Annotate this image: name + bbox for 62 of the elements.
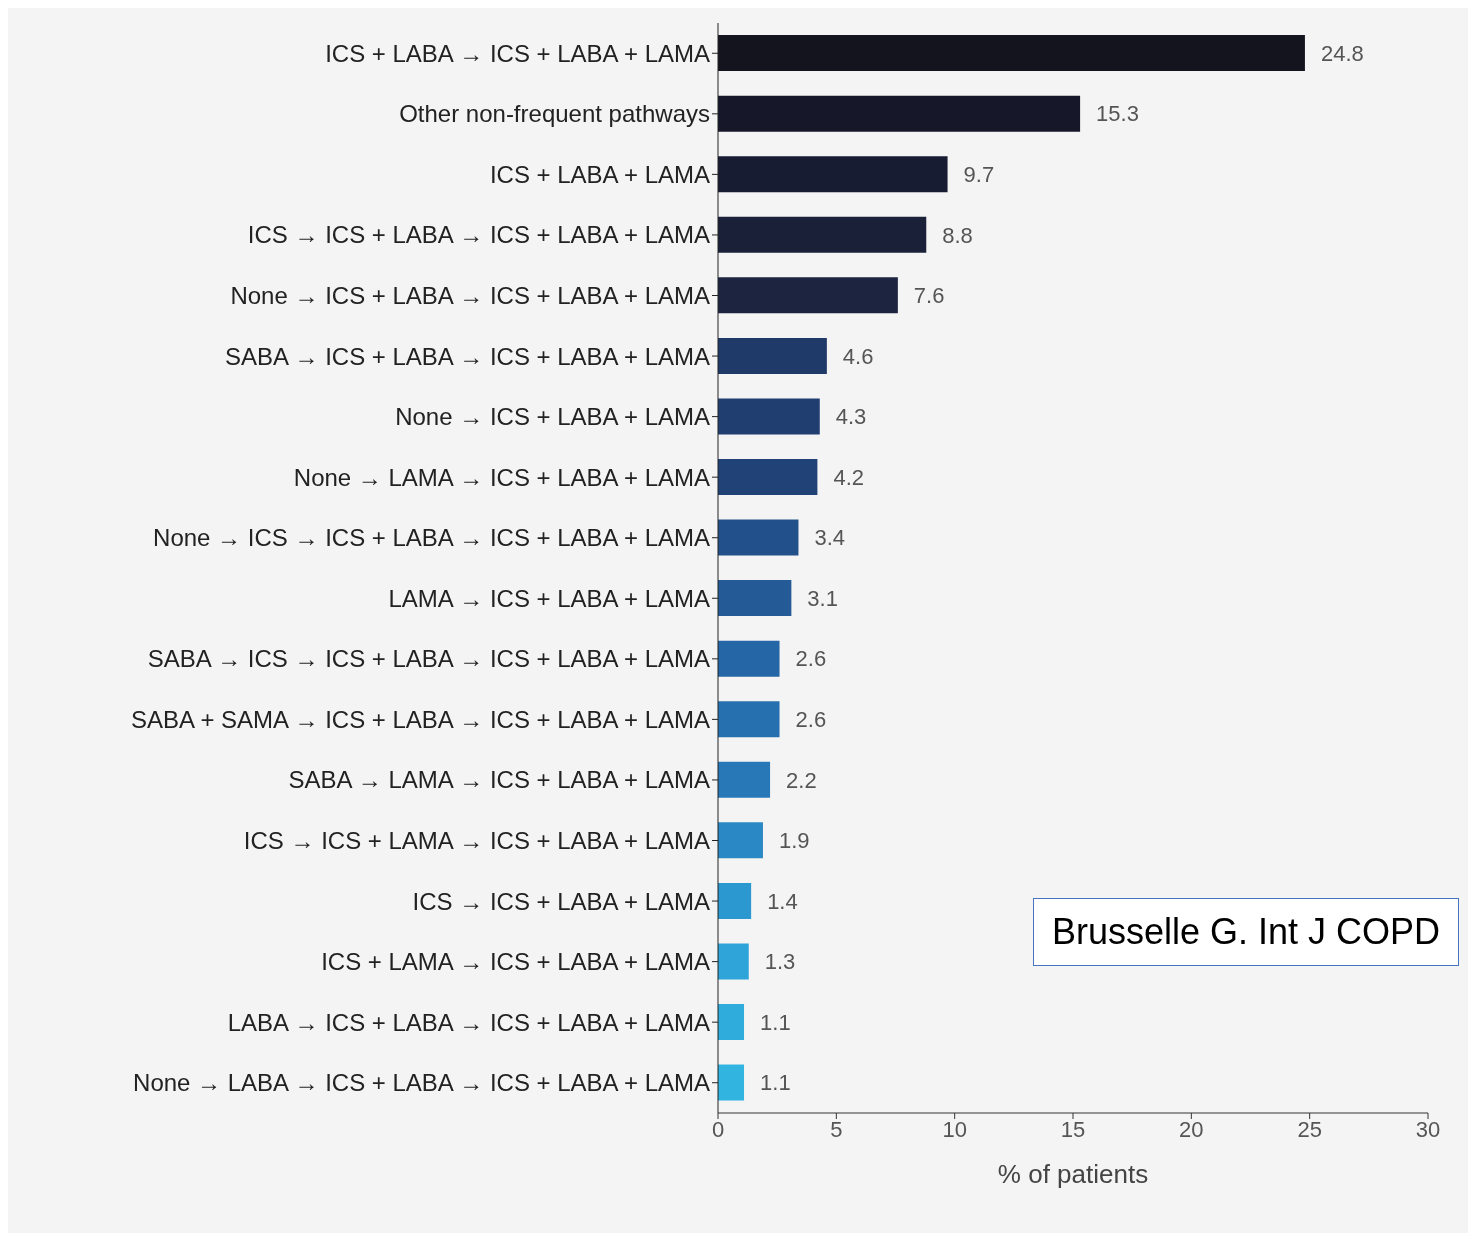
x-tick-label: 5 <box>830 1116 843 1142</box>
bar <box>718 1064 745 1101</box>
bar <box>718 398 820 435</box>
data-label: 2.6 <box>795 707 827 733</box>
data-label: 3.4 <box>814 525 846 551</box>
data-label: 4.3 <box>835 404 867 430</box>
y-tick-label: SABA + SAMA → ICS + LABA → ICS + LABA + LAMA <box>131 705 710 733</box>
annotation: Brusselle G. Int J COPD <box>1033 898 1460 966</box>
y-tick-label: None → ICS + LABA + LAMA <box>395 403 710 431</box>
y-tick-label: SABA → ICS + LABA → ICS + LABA + LAMA <box>225 342 710 370</box>
bar <box>718 761 771 798</box>
x-tick-label: 0 <box>711 1116 725 1142</box>
x-tick-label: 10 <box>942 1116 967 1142</box>
y-tick-label: Other non-frequent pathways <box>399 100 710 128</box>
y-tick-label: ICS → ICS + LABA + LAMA <box>412 887 710 915</box>
data-label: 3.1 <box>807 585 838 611</box>
y-tick-label: ICS + LABA + LAMA <box>489 160 710 188</box>
y-tick-label: ICS + LAMA → ICS + LABA + LAMA <box>321 948 710 976</box>
data-label: 1.3 <box>764 949 796 975</box>
bar <box>718 337 827 374</box>
bar <box>718 943 749 980</box>
bar <box>718 580 792 617</box>
bar <box>718 1004 745 1040</box>
y-tick-label: ICS + LABA → ICS + LABA + LAMA <box>325 39 710 67</box>
data-label: 24.8 <box>1320 40 1364 66</box>
data-label: 8.8 <box>942 222 973 248</box>
data-label: 2.6 <box>795 646 827 672</box>
bar <box>718 519 799 556</box>
bar <box>718 882 752 919</box>
data-label: 1.4 <box>767 888 798 914</box>
bar <box>718 459 818 495</box>
data-label: 1.1 <box>760 1009 791 1035</box>
y-tick-label: SABA → LAMA → ICS + LABA + LAMA <box>288 766 710 794</box>
x-tick-label: 30 <box>1415 1116 1441 1142</box>
bar <box>718 277 898 314</box>
data-label: 4.2 <box>833 464 864 490</box>
y-tick-label: None → LAMA → ICS + LABA + LAMA <box>293 463 710 491</box>
y-tick-label: None → ICS → ICS + LABA → ICS + LABA + LAMA <box>153 524 710 552</box>
data-label: 9.7 <box>963 162 995 188</box>
bar <box>718 822 763 859</box>
data-label: 4.6 <box>842 343 874 369</box>
y-tick-label: LABA → ICS + LABA → ICS + LABA + LAMA <box>227 1008 710 1036</box>
y-tick-label: LAMA → ICS + LABA + LAMA <box>388 584 710 612</box>
bar <box>718 35 1305 72</box>
data-label: 1.1 <box>760 1070 791 1096</box>
bar <box>718 156 948 193</box>
data-label: 15.3 <box>1096 101 1139 127</box>
y-tick-label: SABA → ICS → ICS + LABA → ICS + LABA + LAMA <box>147 645 710 673</box>
bar <box>718 640 780 677</box>
x-tick-label: 15 <box>1060 1116 1086 1142</box>
y-tick-label: None → ICS + LABA → ICS + LABA + LAMA <box>230 282 710 310</box>
bar <box>718 701 780 738</box>
y-tick-label: ICS → ICS + LABA → ICS + LABA + LAMA <box>247 221 710 249</box>
y-tick-label: None → LABA → ICS + LABA → ICS + LABA + LAMA <box>133 1069 710 1097</box>
data-label: 1.9 <box>778 828 810 854</box>
x-tick-label: 25 <box>1297 1116 1322 1142</box>
data-label: 2.2 <box>786 767 817 793</box>
data-label: 7.6 <box>913 283 945 309</box>
x-axis-title: % of patients <box>997 1159 1149 1189</box>
bar <box>718 216 927 253</box>
x-tick-label: 20 <box>1179 1116 1204 1142</box>
y-tick-label: ICS → ICS + LAMA → ICS + LABA + LAMA <box>243 827 710 855</box>
